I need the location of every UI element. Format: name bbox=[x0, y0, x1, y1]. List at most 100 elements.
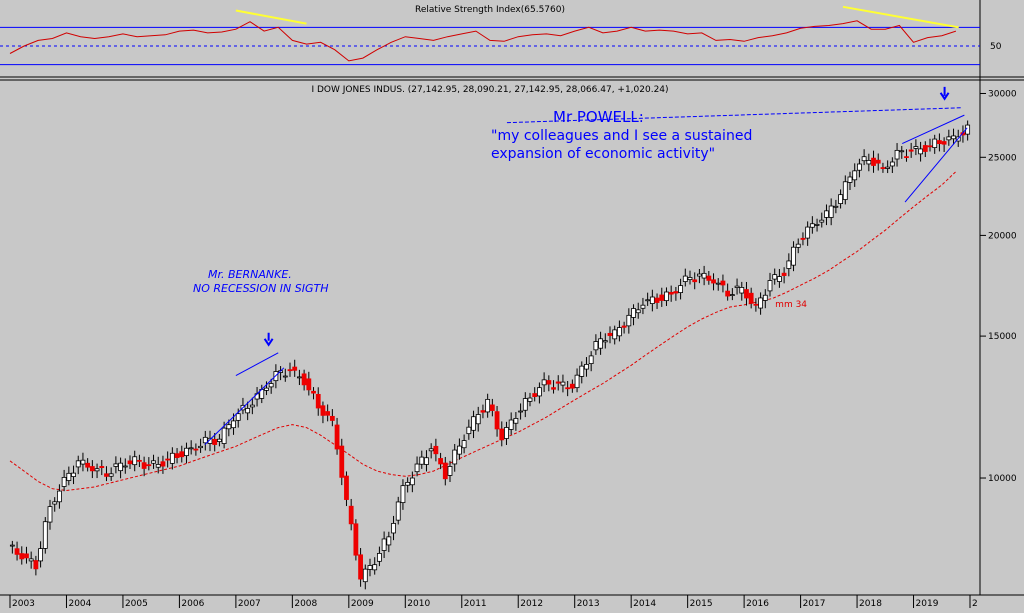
candle-body bbox=[61, 477, 67, 487]
candle-body bbox=[113, 463, 119, 467]
candle-body bbox=[880, 167, 886, 169]
candle-body bbox=[678, 285, 683, 294]
candle-body bbox=[188, 447, 194, 450]
candle-body bbox=[485, 398, 491, 413]
candle-body bbox=[772, 274, 778, 280]
candle-body bbox=[391, 522, 396, 534]
candle-body bbox=[52, 501, 58, 505]
x-tick-label: 2006 bbox=[181, 599, 204, 608]
candle-body bbox=[193, 448, 199, 451]
candle-body bbox=[38, 548, 43, 562]
wedge-upper-2007 bbox=[235, 352, 279, 377]
bernanke-annotation: Mr. BERNANKE.NO RECESSION IN SIGTH bbox=[193, 268, 329, 295]
price-layer: mm 34 bbox=[9, 86, 971, 590]
candle-body bbox=[673, 291, 679, 294]
candle-body bbox=[908, 149, 914, 152]
candle-body bbox=[80, 459, 86, 465]
candle-body bbox=[621, 325, 627, 328]
x-tick-label: 2016 bbox=[746, 599, 769, 608]
candle-body bbox=[786, 260, 792, 269]
candle-body bbox=[762, 294, 768, 301]
candle-body bbox=[579, 365, 585, 377]
candle-body bbox=[249, 404, 255, 408]
candle-body bbox=[532, 393, 538, 397]
candle-body bbox=[885, 166, 891, 169]
price-title: I DOW JONES INDUS. (27,142.95, 28,090.21… bbox=[311, 85, 668, 95]
candle-body bbox=[155, 464, 161, 468]
rsi-trendline bbox=[842, 5, 959, 29]
candle-body bbox=[132, 456, 138, 466]
x-tick-label: 2010 bbox=[407, 599, 430, 608]
y-tick-label: 25000 bbox=[988, 153, 1017, 163]
rsi-panel bbox=[0, 0, 980, 76]
candle-body bbox=[381, 538, 387, 551]
candle-body bbox=[9, 544, 15, 547]
candle-body bbox=[842, 181, 848, 200]
candle-body bbox=[612, 329, 618, 340]
x-tick-label: 2007 bbox=[238, 599, 261, 608]
candle-body bbox=[334, 424, 340, 450]
x-tick-label: 2011 bbox=[464, 599, 487, 608]
candle-body bbox=[814, 223, 820, 226]
candle-body bbox=[99, 466, 105, 469]
candle-body bbox=[141, 462, 147, 469]
candle-body bbox=[602, 340, 608, 343]
candle-body bbox=[753, 303, 759, 306]
candle-body bbox=[377, 552, 382, 562]
x-tick-label: 2009 bbox=[351, 599, 374, 608]
candle-body bbox=[800, 237, 806, 240]
candle-body bbox=[297, 376, 302, 379]
powell-annotation: Mr POWELL: "my colleagues and I see a sus… bbox=[491, 108, 752, 162]
candle-body bbox=[339, 445, 345, 478]
rsi-tick-label: 50 bbox=[990, 42, 1002, 52]
candle-body bbox=[852, 170, 858, 181]
candle-body bbox=[315, 393, 321, 409]
candle-body bbox=[781, 272, 787, 276]
candle-body bbox=[212, 438, 218, 445]
candle-body bbox=[725, 290, 731, 297]
candle-body bbox=[918, 148, 923, 155]
candle-body bbox=[857, 163, 862, 171]
candle-body bbox=[19, 553, 25, 560]
candle-body bbox=[414, 463, 420, 473]
candle-body bbox=[687, 277, 693, 281]
candle-body bbox=[466, 426, 472, 435]
candle-body bbox=[668, 291, 674, 295]
candle-body bbox=[480, 410, 486, 413]
candle-body bbox=[174, 453, 180, 458]
candle-body bbox=[824, 210, 829, 218]
rsi-line bbox=[9, 20, 957, 62]
candle-body bbox=[871, 157, 876, 166]
candle-body bbox=[626, 314, 632, 327]
candle-body bbox=[400, 485, 406, 504]
candle-body bbox=[353, 523, 359, 556]
x-tick-label: 2008 bbox=[294, 599, 317, 608]
candle-body bbox=[202, 436, 208, 444]
candle-body bbox=[471, 416, 476, 431]
candle-body bbox=[701, 272, 707, 279]
candle-body bbox=[282, 375, 288, 378]
candle-body bbox=[833, 205, 839, 208]
candle-body bbox=[513, 418, 519, 424]
candle-body bbox=[348, 505, 354, 525]
candle-body bbox=[527, 397, 533, 402]
candle-body bbox=[71, 472, 76, 477]
candle-body bbox=[574, 374, 580, 389]
moving-average-line bbox=[9, 171, 957, 492]
x-tick-label: 2018 bbox=[859, 599, 882, 608]
candle-body bbox=[160, 461, 166, 467]
candle-body bbox=[899, 150, 905, 153]
candle-body bbox=[221, 427, 227, 444]
candle-body bbox=[447, 466, 453, 476]
candle-body bbox=[433, 445, 439, 455]
candle-body bbox=[89, 466, 95, 472]
candle-body bbox=[118, 462, 123, 472]
candle-body bbox=[362, 568, 368, 583]
candle-body bbox=[729, 294, 735, 296]
candle-body bbox=[951, 135, 956, 140]
candle-body bbox=[75, 460, 81, 468]
y-tick-label: 15000 bbox=[988, 332, 1017, 342]
candle-body bbox=[14, 548, 20, 555]
price-panel bbox=[0, 80, 980, 595]
candle-body bbox=[697, 273, 702, 277]
